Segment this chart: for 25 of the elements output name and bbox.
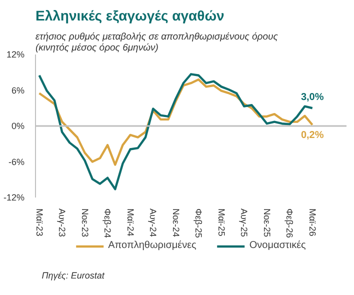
x-tick-label: Μαϊ-25 bbox=[216, 208, 226, 236]
x-tick-label: Φεβ-26 bbox=[284, 208, 295, 238]
y-tick-label: -12% bbox=[3, 192, 25, 202]
chart-subtitle: ετήσιος ρυθμός μεταβολής σε αποπληθωρισμένους όρους (κινητός μέσος όρος 6μηνών) bbox=[36, 32, 278, 54]
x-tick-label: Φεβ-24 bbox=[102, 208, 113, 238]
data-label: 3,0% bbox=[300, 92, 324, 104]
x-tick-label: Μαϊ-24 bbox=[125, 208, 136, 236]
x-tick-label: Νοε-25 bbox=[262, 208, 272, 238]
x-tick-label: Μαϊ-23 bbox=[34, 208, 44, 236]
x-tick-label: Αυγ-23 bbox=[57, 208, 68, 237]
chart-title: Ελληνικές εξαγωγές αγαθών bbox=[36, 8, 225, 24]
y-tick-label: -6% bbox=[8, 156, 25, 167]
text: Πηγές: Eurostat bbox=[42, 270, 105, 280]
x-tick-label: Μαϊ-26 bbox=[307, 208, 318, 236]
x-tick-label: Αυγ-25 bbox=[239, 208, 250, 237]
legend-label: Αποπληθωρισμένες bbox=[108, 240, 196, 251]
y-tick-label: 12% bbox=[6, 50, 24, 60]
x-tick-label: Φεβ-25 bbox=[194, 208, 204, 238]
y-tick-label: 6% bbox=[11, 85, 25, 96]
y-tick-label: 0% bbox=[11, 121, 25, 131]
x-tick-label: Αυγ-24 bbox=[148, 208, 158, 237]
data-label: 0,2% bbox=[300, 130, 324, 141]
x-tick-label: Νοε-23 bbox=[80, 208, 90, 238]
legend-label: Ονομαστικές bbox=[249, 240, 306, 251]
x-tick-label: Νοε-24 bbox=[170, 208, 181, 238]
